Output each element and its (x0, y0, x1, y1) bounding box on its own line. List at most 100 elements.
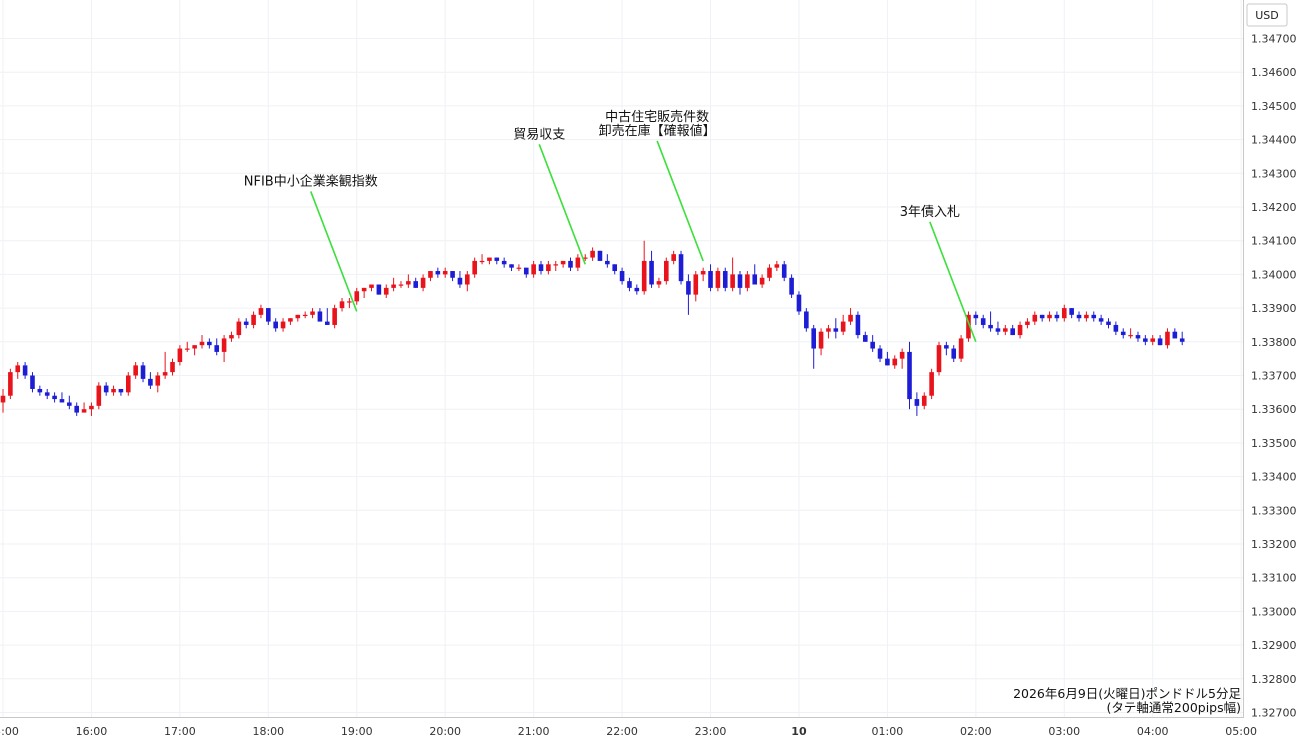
candle (295, 314, 301, 322)
candle-body (538, 264, 544, 272)
candle (420, 274, 426, 292)
candle (1061, 304, 1067, 322)
candle (1120, 328, 1126, 339)
candle (140, 362, 146, 383)
candle-body (745, 274, 750, 288)
candle (1047, 311, 1052, 322)
candle-body (1054, 314, 1060, 319)
candle (833, 318, 839, 339)
candle-body (590, 250, 595, 258)
candle (818, 328, 824, 356)
candle-body (192, 345, 197, 349)
candle-body (236, 321, 242, 336)
candle (1135, 331, 1141, 342)
candle (597, 250, 603, 261)
candle (781, 260, 787, 282)
candle-body (980, 318, 986, 325)
candle (1076, 311, 1082, 322)
candle-body (383, 287, 389, 295)
candle-body (605, 260, 610, 265)
time-tick-label: 19:00 (341, 725, 373, 738)
candle-body (229, 335, 234, 339)
candle (81, 402, 87, 413)
candle (96, 382, 102, 410)
annotation-label: 貿易収支 (513, 127, 565, 142)
candle-body (207, 341, 212, 346)
candle-body (516, 267, 522, 269)
candle-body (406, 281, 411, 285)
candle (258, 304, 264, 319)
candle (988, 311, 993, 332)
candle (361, 287, 367, 298)
candle (899, 348, 905, 369)
candle (37, 385, 43, 396)
candle (1069, 308, 1074, 319)
candle (656, 277, 662, 288)
candle (457, 271, 463, 288)
candle (789, 274, 794, 298)
event-annotation: NFIB中小企業楽観指数 (244, 173, 378, 312)
candle (302, 311, 308, 319)
annotation-leader-line (538, 144, 586, 265)
candle-body (479, 260, 485, 263)
candle (487, 257, 492, 265)
annotation-leader-line (310, 191, 358, 312)
candle-body (472, 260, 477, 275)
candle (538, 260, 544, 275)
candle (582, 254, 588, 261)
candle (354, 287, 360, 305)
candle-body (243, 321, 249, 325)
candle-body (465, 274, 470, 285)
candle (590, 247, 595, 261)
candle (862, 331, 868, 342)
candle (921, 392, 927, 410)
candle-body (339, 301, 345, 309)
candle (1091, 311, 1097, 322)
time-tick-label: 04:00 (1137, 725, 1169, 738)
candle-body (302, 314, 308, 317)
candle (435, 267, 441, 278)
time-tick-label: 20:00 (429, 725, 461, 738)
time-tick-label: 16:00 (76, 725, 108, 738)
candle-body (67, 402, 72, 406)
candle-body (1091, 314, 1097, 319)
candle (1150, 335, 1156, 346)
candle-body (951, 348, 957, 359)
candle-body (1039, 314, 1045, 319)
candle-body (103, 385, 109, 393)
candle (605, 254, 610, 268)
candle (1143, 335, 1148, 346)
candle-body (678, 254, 684, 282)
price-tick-label: 1.32900 (1251, 639, 1297, 652)
candle-body (450, 271, 455, 278)
candle (450, 271, 455, 282)
candle-body (899, 351, 905, 359)
currency-box[interactable] (1246, 3, 1288, 27)
candle-body (1010, 328, 1015, 336)
price-tick-label: 1.32700 (1251, 707, 1297, 720)
candle-body (118, 388, 124, 393)
candle (1106, 318, 1111, 329)
candle-body (789, 277, 794, 295)
candle-body (708, 271, 713, 288)
candle-body (184, 348, 190, 350)
price-tick-label: 1.33700 (1251, 370, 1297, 383)
time-tick-label: 02:00 (960, 725, 992, 738)
candle-body (177, 348, 183, 363)
price-tick-label: 1.33900 (1251, 302, 1297, 315)
candle (722, 267, 728, 292)
candle (664, 257, 669, 285)
candle-body (877, 348, 883, 359)
candle (177, 345, 183, 366)
time-tick-label: 23:00 (695, 725, 727, 738)
candle-body (840, 321, 846, 332)
candle (516, 264, 522, 272)
candle-body (892, 358, 898, 366)
candle-body (546, 264, 551, 272)
candle-body (494, 257, 500, 261)
candle-body (22, 365, 28, 376)
candle-body (457, 277, 463, 285)
candle-body (52, 395, 57, 400)
candle-body (1106, 321, 1111, 325)
price-tick-label: 1.33300 (1251, 504, 1297, 517)
